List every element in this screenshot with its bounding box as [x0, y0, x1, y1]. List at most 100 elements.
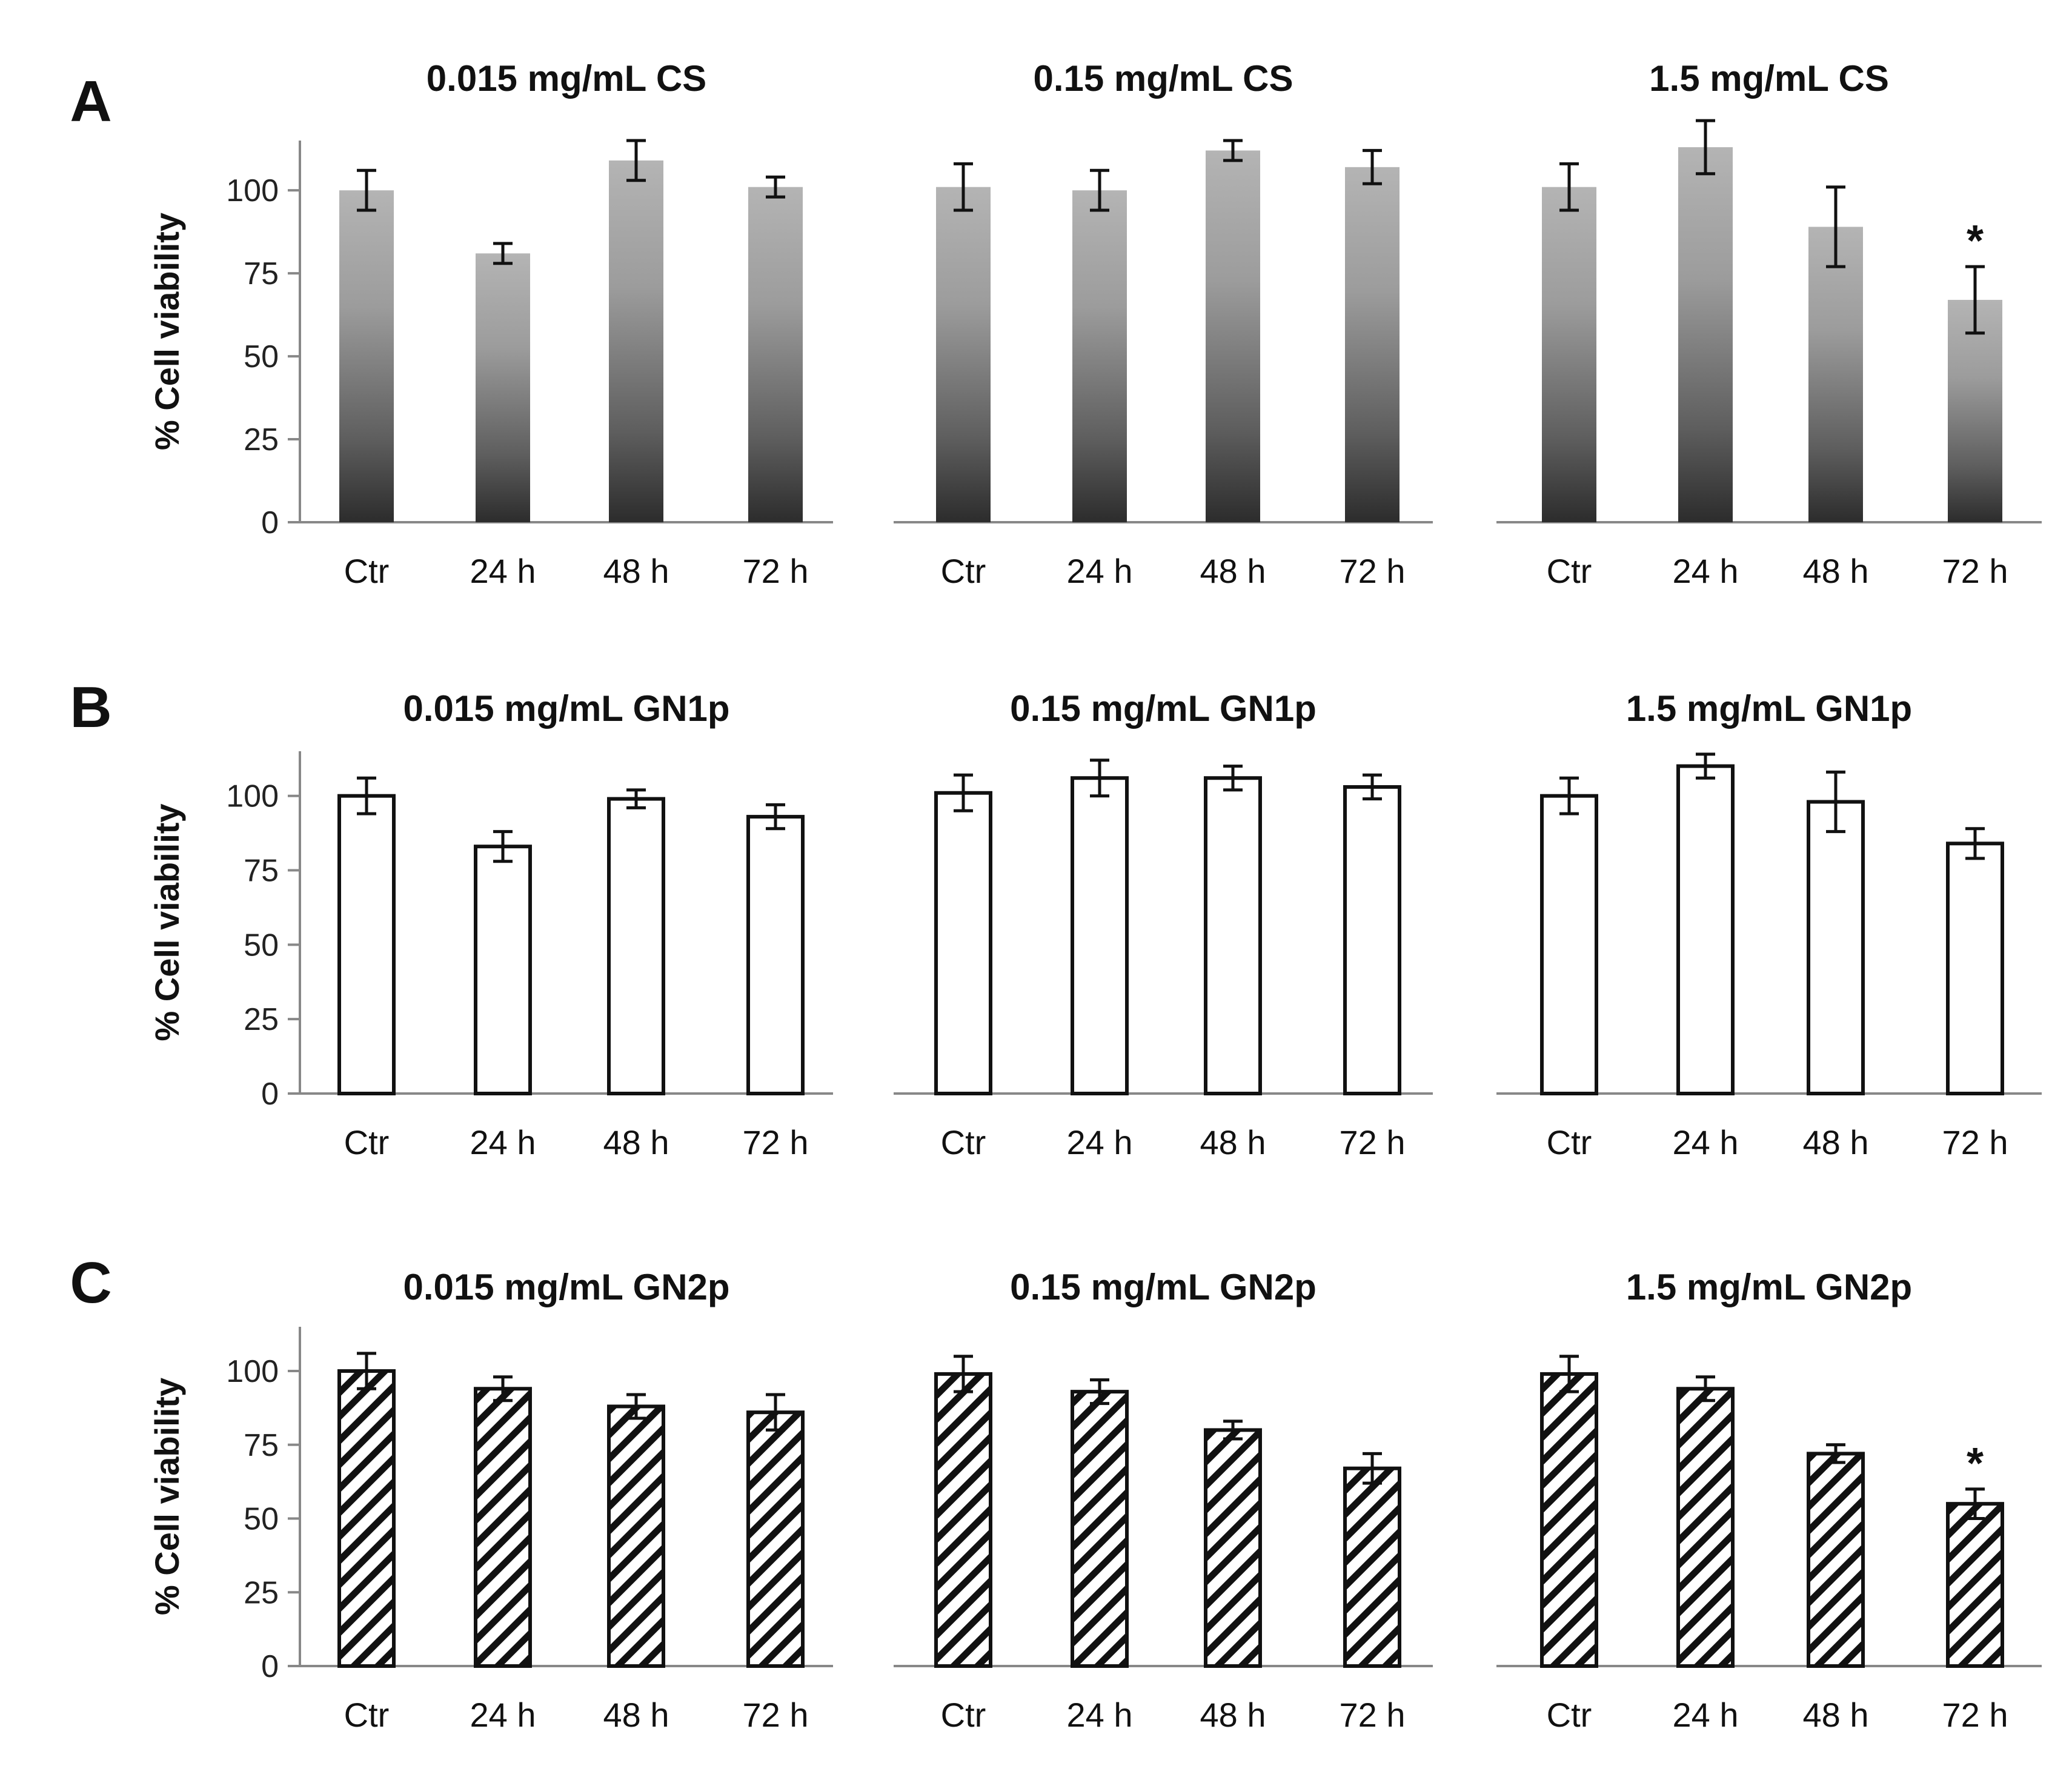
x-category-label: 48 h	[1803, 552, 1869, 590]
panel-a: A % Cell viability 0.015 mg/mL CS 0 25 50 75 10…	[70, 58, 2042, 590]
bar	[1808, 227, 1863, 522]
chart-title: 0.15 mg/mL GN2p	[1010, 1267, 1317, 1307]
bar	[748, 187, 803, 522]
bar	[607, 797, 665, 1095]
chart-title: 0.015 mg/mL GN2p	[403, 1267, 729, 1307]
y-tick-label: 0	[261, 1649, 279, 1684]
y-tick-label: 100	[226, 1354, 279, 1389]
y-tick-label: 50	[244, 928, 279, 963]
x-category-label: Ctr	[344, 552, 390, 590]
x-category-label: 72 h	[1340, 1123, 1406, 1161]
chart-title: 0.015 mg/mL CS	[427, 58, 706, 99]
y-tick-label: 0	[261, 505, 279, 540]
y-tick-label: 75	[244, 256, 279, 291]
x-category-label: 72 h	[1942, 1123, 2008, 1161]
x-category-label: 72 h	[1340, 1696, 1406, 1734]
x-category-label: 24 h	[1067, 552, 1133, 590]
chart-c-2: 0.15 mg/mL GN2p Ctr 24 h 48 h 72 h	[894, 1267, 1433, 1734]
y-axis-label: % Cell viability	[148, 213, 186, 450]
y-tick-label: 75	[244, 854, 279, 889]
significance-marker: *	[1967, 1439, 1984, 1488]
x-category-label: Ctr	[1547, 552, 1592, 590]
bar	[1946, 1502, 2004, 1668]
x-category-label: Ctr	[344, 1696, 390, 1734]
chart-c-1: 0.015 mg/mL GN2p 0 25 50 75 100 Ctr 24 h 48 h 72 …	[226, 1267, 833, 1734]
x-category-label: 72 h	[1942, 1696, 2008, 1734]
x-category-label: 24 h	[470, 1696, 536, 1734]
bar	[1204, 776, 1262, 1095]
y-axis-label: % Cell viability	[148, 803, 186, 1041]
x-category-label: 72 h	[743, 552, 809, 590]
bar	[1345, 167, 1400, 523]
chart-title: 1.5 mg/mL CS	[1649, 58, 1889, 99]
panel-letter: A	[70, 69, 111, 134]
chart-title: 1.5 mg/mL GN1p	[1626, 688, 1912, 729]
x-category-label: 24 h	[1673, 1123, 1739, 1161]
y-tick-label: 50	[244, 339, 279, 374]
bar	[1678, 147, 1733, 522]
panel-c: C % Cell viability 0.015 mg/mL GN2p 0 25 50 75…	[70, 1250, 2042, 1734]
bar	[339, 190, 394, 522]
x-category-label: 24 h	[470, 1123, 536, 1161]
y-axis-label: % Cell viability	[148, 1378, 186, 1615]
chart-title: 0.015 mg/mL GN1p	[403, 688, 729, 729]
x-category-label: 72 h	[743, 1696, 809, 1734]
bar	[1807, 800, 1865, 1095]
chart-c-3: 1.5 mg/mL GN2p Ctr 24 h 48 h * 72 h	[1496, 1267, 2042, 1734]
bar	[934, 1372, 992, 1668]
bar	[1542, 187, 1596, 522]
bar	[934, 791, 992, 1095]
panel-b: B % Cell viability 0.015 mg/mL GN1p 0 25 50 75…	[70, 675, 2042, 1161]
significance-marker: *	[1967, 217, 1984, 265]
x-category-label: 24 h	[1673, 1696, 1739, 1734]
x-category-label: 72 h	[1340, 552, 1406, 590]
x-category-label: Ctr	[941, 1696, 986, 1734]
x-category-label: 72 h	[743, 1123, 809, 1161]
x-category-label: 48 h	[603, 552, 669, 590]
y-tick-label: 25	[244, 1575, 279, 1610]
chart-a-1: 0.015 mg/mL CS 0 25 50 75 100 Ctr 24 h 48 h 72 h	[226, 58, 833, 590]
chart-b-1: 0.015 mg/mL GN1p 0 25 50 75 100 Ctr 24 h 48 h 72 …	[226, 688, 833, 1161]
y-tick-label: 50	[244, 1502, 279, 1537]
bar	[1071, 1390, 1129, 1668]
bar	[607, 1404, 665, 1668]
bar	[609, 160, 663, 522]
chart-a-2: 0.15 mg/mL CS Ctr 24 h 48 h 72 h	[894, 58, 1433, 590]
bar	[1948, 299, 2002, 522]
bar	[746, 1410, 805, 1668]
chart-title: 0.15 mg/mL CS	[1033, 58, 1293, 99]
x-category-label: 24 h	[470, 552, 536, 590]
bar	[1206, 150, 1260, 522]
chart-title: 1.5 mg/mL GN2p	[1626, 1267, 1912, 1307]
y-tick-label: 0	[261, 1077, 279, 1112]
x-category-label: 48 h	[1200, 552, 1266, 590]
panel-letter: C	[70, 1250, 111, 1315]
bar	[1072, 190, 1127, 522]
x-category-label: Ctr	[941, 1123, 986, 1161]
chart-b-3: 1.5 mg/mL GN1p Ctr 24 h 48 h 72 h	[1496, 688, 2042, 1161]
x-category-label: 48 h	[1803, 1696, 1869, 1734]
chart-title: 0.15 mg/mL GN1p	[1010, 688, 1317, 729]
x-category-label: 48 h	[1200, 1696, 1266, 1734]
bar	[1343, 785, 1401, 1096]
bar	[337, 1369, 396, 1668]
chart-a-3: 1.5 mg/mL CS Ctr 24 h 48 h * 72 h	[1496, 58, 2042, 590]
y-tick-label: 25	[244, 422, 279, 457]
chart-b-2: 0.15 mg/mL GN1p Ctr 24 h 48 h 72 h	[894, 688, 1433, 1161]
bar	[746, 815, 805, 1095]
x-category-label: 48 h	[1803, 1123, 1869, 1161]
bar	[1540, 1372, 1598, 1668]
bar	[474, 1387, 532, 1668]
y-tick-label: 25	[244, 1002, 279, 1037]
y-tick-label: 100	[226, 173, 279, 208]
bar	[1676, 1387, 1735, 1668]
x-category-label: 48 h	[603, 1696, 669, 1734]
y-tick-label: 100	[226, 779, 279, 814]
x-category-label: 48 h	[1200, 1123, 1266, 1161]
x-category-label: 72 h	[1942, 552, 2008, 590]
x-category-label: Ctr	[344, 1123, 390, 1161]
bar	[1807, 1452, 1865, 1668]
x-category-label: Ctr	[941, 552, 986, 590]
bar	[1676, 764, 1735, 1095]
